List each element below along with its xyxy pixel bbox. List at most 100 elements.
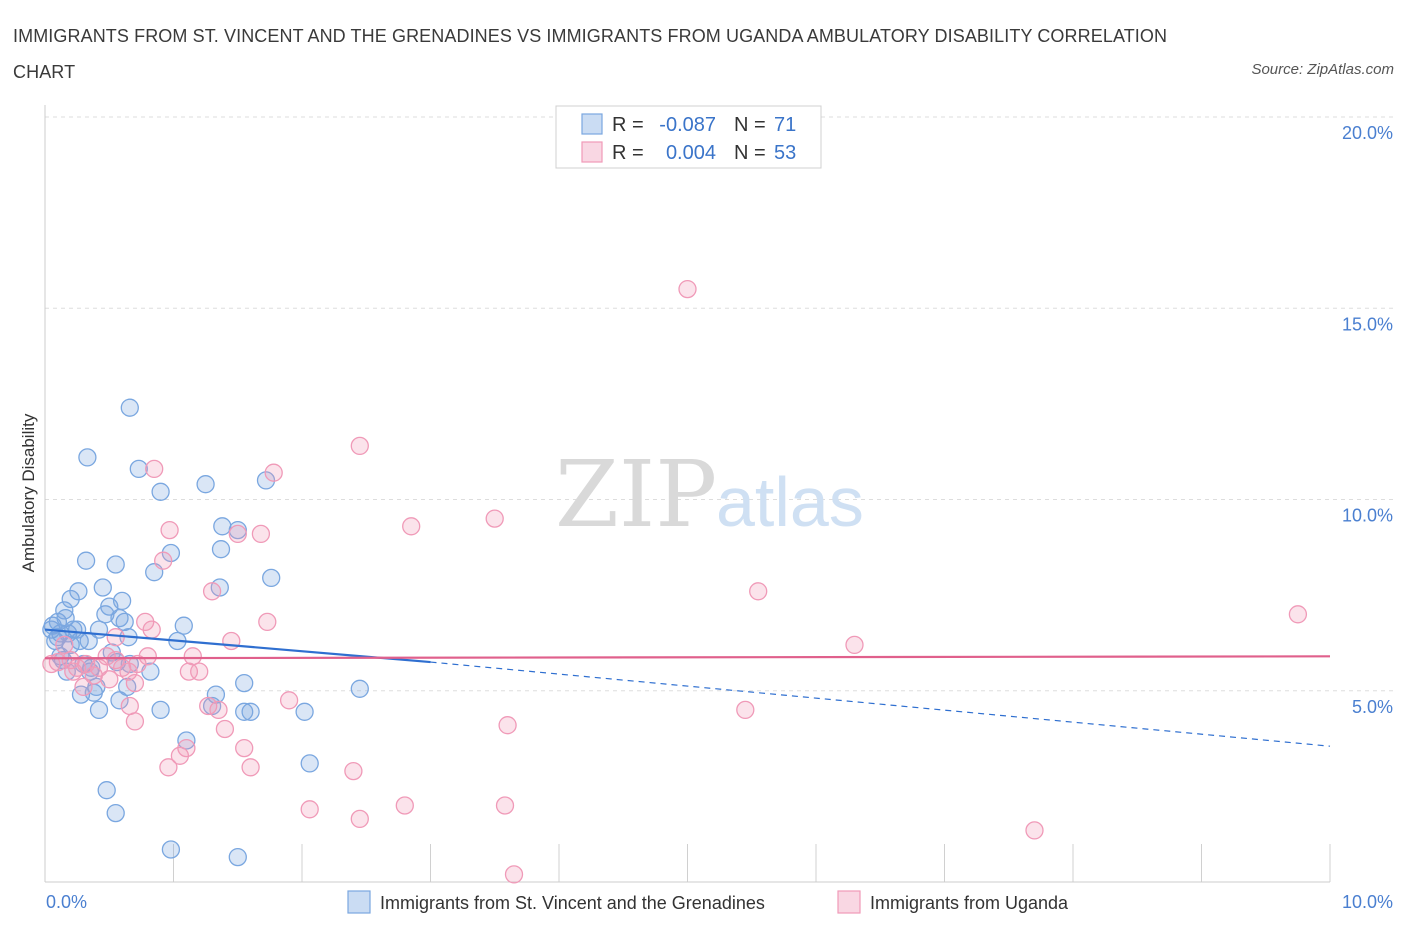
point-uganda — [845, 635, 864, 655]
point-uganda — [485, 509, 504, 528]
point-st-vincent — [228, 847, 247, 867]
point-st-vincent — [61, 589, 80, 609]
point-uganda — [97, 647, 116, 666]
point-uganda — [504, 865, 524, 884]
trend-line-st-vincent — [44, 628, 431, 664]
point-st-vincent — [106, 555, 125, 574]
point-st-vincent — [151, 482, 170, 501]
axes — [44, 105, 1330, 883]
point-st-vincent — [55, 601, 74, 620]
point-uganda — [74, 677, 93, 697]
point-st-vincent — [67, 620, 87, 639]
point-uganda — [202, 582, 222, 601]
legend-n-label: N = — [734, 142, 766, 164]
source-label: Source: ZipAtlas.com — [1251, 61, 1394, 78]
point-st-vincent — [211, 540, 231, 559]
point-st-vincent — [235, 673, 254, 693]
y-tick-label: 10.0% — [1342, 506, 1393, 526]
watermark: ZIP atlas — [555, 441, 864, 548]
point-uganda — [154, 551, 173, 570]
point-uganda — [209, 700, 228, 720]
point-uganda — [160, 520, 179, 540]
legend-frame — [555, 105, 822, 169]
point-uganda — [177, 738, 196, 758]
y-tick-label: 20.0% — [1342, 123, 1393, 143]
point-st-vincent — [112, 591, 132, 611]
point-st-vincent — [78, 448, 97, 467]
point-uganda — [42, 654, 61, 674]
bottom-legend-label: Immigrants from Uganda — [870, 893, 1069, 913]
point-uganda — [222, 631, 241, 651]
point-uganda — [159, 758, 178, 777]
point-st-vincent — [61, 635, 80, 655]
point-uganda — [350, 436, 369, 456]
point-uganda — [235, 738, 254, 758]
bottom-legend-label: Immigrants from St. Vincent and the Gren… — [380, 893, 765, 913]
point-st-vincent — [110, 608, 129, 628]
point-uganda — [258, 612, 277, 632]
point-uganda — [402, 517, 421, 536]
point-st-vincent — [161, 543, 181, 563]
trend-line-uganda — [44, 655, 1331, 660]
point-uganda — [183, 647, 202, 666]
point-uganda — [138, 647, 157, 666]
trend-line-st-vincent-extension — [430, 661, 1331, 747]
point-st-vincent — [300, 754, 319, 773]
y-tick-label: 15.0% — [1342, 314, 1393, 334]
legend-n-value: 53 — [774, 142, 796, 164]
y-axis-label: Ambulatory Disability — [19, 413, 38, 572]
point-st-vincent — [76, 551, 96, 570]
point-st-vincent — [93, 578, 112, 597]
bottom-legend-swatch — [347, 890, 371, 914]
point-uganda — [67, 658, 87, 677]
legend-n-value: 71 — [774, 114, 796, 136]
point-uganda — [241, 758, 260, 777]
point-uganda — [251, 524, 271, 544]
point-st-vincent — [129, 459, 148, 479]
point-uganda — [106, 628, 125, 647]
point-st-vincent — [177, 731, 196, 750]
point-st-vincent — [161, 840, 181, 859]
point-uganda — [350, 809, 369, 829]
point-st-vincent — [151, 700, 170, 720]
legend-r-label: R = — [612, 142, 644, 164]
point-uganda — [749, 582, 768, 601]
point-uganda — [190, 662, 209, 681]
chart-title: IMMIGRANTS FROM ST. VINCENT AND THE GREN… — [13, 26, 1168, 82]
watermark-atlas: atlas — [716, 463, 864, 541]
point-uganda — [100, 670, 119, 689]
legend-swatch — [581, 113, 603, 135]
point-uganda — [279, 691, 299, 710]
point-st-vincent — [295, 702, 314, 721]
point-uganda — [142, 620, 161, 639]
point-uganda — [145, 459, 164, 479]
point-st-vincent — [97, 781, 116, 800]
legend-r-value: -0.087 — [659, 114, 716, 136]
legend-n-label: N = — [734, 114, 766, 136]
y-tick-label: 5.0% — [1352, 697, 1393, 717]
point-uganda — [179, 662, 199, 681]
watermark-zip: ZIP — [555, 441, 717, 548]
point-uganda — [215, 719, 235, 739]
point-st-vincent — [256, 471, 276, 490]
point-st-vincent — [350, 679, 369, 698]
bottom-legend: Immigrants from St. Vincent and the Gren… — [347, 890, 1069, 914]
point-uganda — [344, 761, 363, 781]
grid-lines — [44, 116, 1396, 882]
point-st-vincent — [69, 582, 88, 601]
point-uganda — [125, 712, 145, 731]
trend-lines — [44, 628, 1331, 747]
x-tick-label: 10.0% — [1342, 892, 1393, 912]
point-st-vincent — [196, 475, 215, 494]
point-st-vincent — [174, 616, 193, 635]
legend-r-value: 0.004 — [666, 142, 716, 164]
point-st-vincent — [106, 803, 125, 823]
point-st-vincent — [262, 568, 281, 588]
point-uganda — [55, 635, 74, 655]
point-uganda — [678, 279, 697, 299]
point-uganda — [495, 796, 515, 815]
point-uganda — [498, 716, 517, 735]
bottom-legend-swatch — [837, 890, 861, 914]
point-uganda — [395, 796, 414, 815]
